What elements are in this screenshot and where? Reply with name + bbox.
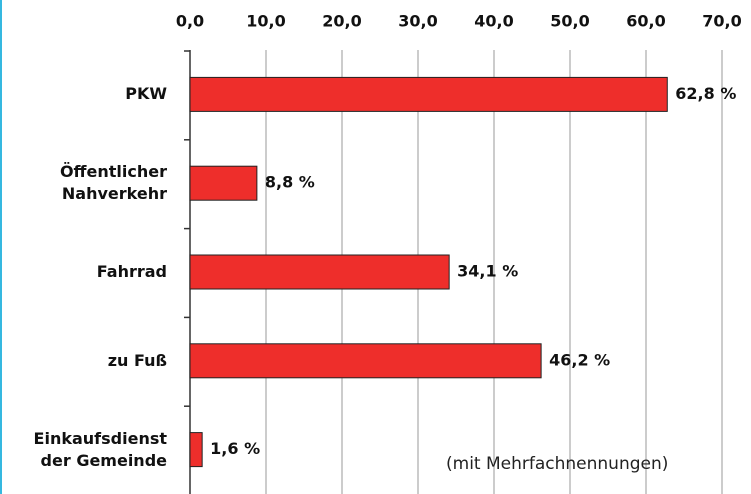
x-tick-label: 70,0 bbox=[702, 12, 741, 31]
x-tick-label: 0,0 bbox=[176, 12, 204, 31]
y-tick-label: Fahrrad bbox=[96, 262, 167, 281]
bar bbox=[189, 165, 258, 201]
data-label: 46,2 % bbox=[549, 350, 610, 369]
bar bbox=[189, 254, 450, 290]
data-label: 34,1 % bbox=[457, 262, 518, 281]
x-tick-label: 10,0 bbox=[246, 12, 285, 31]
bar bbox=[189, 343, 542, 379]
bar bbox=[189, 432, 203, 468]
x-tick-label: 20,0 bbox=[322, 12, 361, 31]
y-tick-label: PKW bbox=[125, 84, 167, 104]
x-tick-label: 30,0 bbox=[398, 12, 437, 31]
bar bbox=[189, 76, 668, 112]
y-tick-label: Einkaufsdienst der Gemeinde bbox=[33, 428, 167, 470]
data-label: 1,6 % bbox=[210, 439, 260, 458]
x-tick-label: 50,0 bbox=[550, 12, 589, 31]
y-tick-label: Öffentlicher Nahverkehr bbox=[59, 162, 167, 204]
x-tick-label: 40,0 bbox=[474, 12, 513, 31]
y-tick-label: zu Fuß bbox=[107, 350, 167, 370]
data-label: 62,8 % bbox=[675, 84, 736, 103]
x-tick-label: 60,0 bbox=[626, 12, 665, 31]
data-label: 8,8 % bbox=[265, 173, 315, 192]
annotation: (mit Mehrfachnennungen) bbox=[446, 454, 669, 474]
frame-edge bbox=[0, 0, 2, 494]
